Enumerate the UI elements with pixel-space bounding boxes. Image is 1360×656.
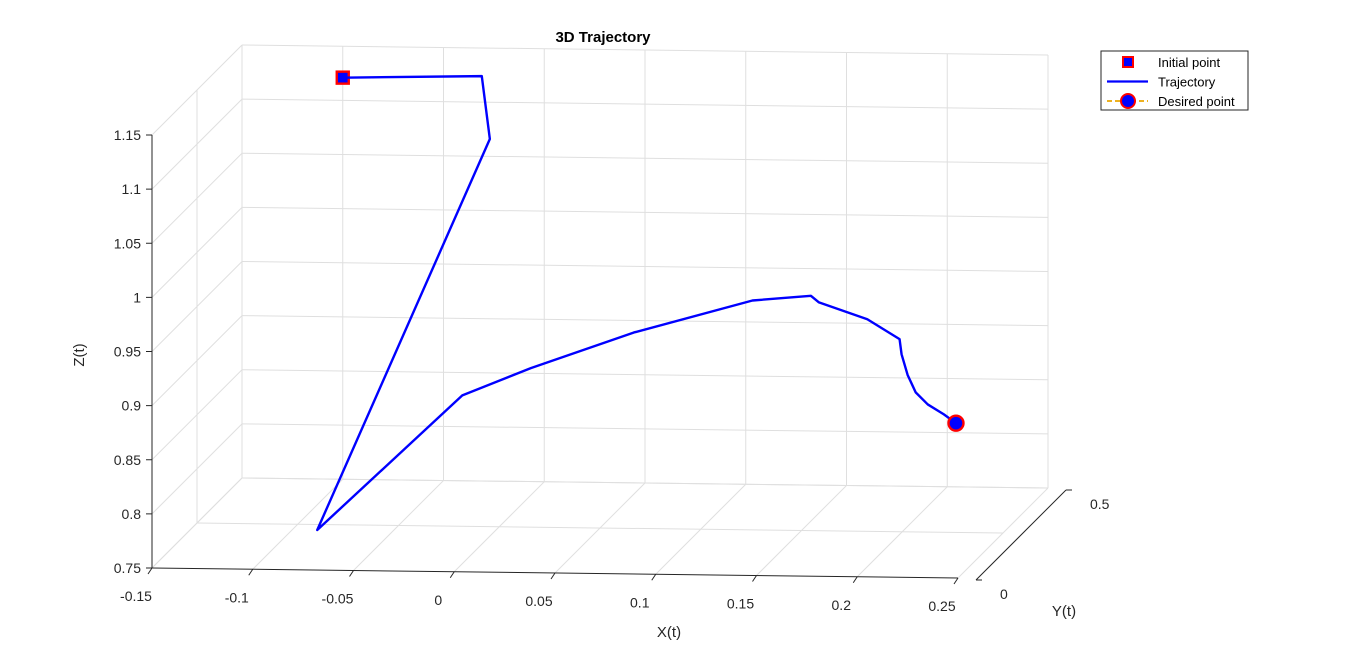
x-tick-mark	[449, 571, 455, 579]
grid-line	[241, 98, 1049, 110]
legend[interactable]: Initial point Trajectory Desired point	[1100, 50, 1249, 111]
x-tick-mark	[852, 576, 858, 584]
x-tick-mark	[550, 572, 556, 580]
z-tick-label: 0.95	[114, 344, 141, 360]
x-tick-mark	[248, 568, 254, 576]
x-tick-label: 0.1	[630, 594, 650, 610]
trajectory-line	[316, 74, 957, 532]
y-tick-label: 0.5	[1090, 496, 1110, 512]
grid-line	[241, 423, 1049, 435]
x-tick-mark	[953, 577, 959, 585]
legend-entry-label: Trajectory	[1158, 75, 1216, 90]
legend-entry-label: Initial point	[1158, 55, 1221, 70]
y-axis-label: Y(t)	[1052, 603, 1076, 620]
x-tick-mark	[349, 570, 354, 577]
x-tick-mark	[752, 575, 757, 582]
x-tick-mark	[651, 573, 657, 581]
z-tick-label: 1	[133, 289, 141, 305]
grid-line	[241, 261, 1049, 272]
x-tick-label: 0.15	[727, 596, 754, 612]
x-tick-label: 0.25	[928, 598, 955, 614]
z-axis-label: Z(t)	[71, 343, 88, 366]
tick-label-layer: -0.15 -0.1 -0.05 0 0.05 0.1 0.15 0.2 0.25 0.75 0.8…	[114, 127, 1110, 614]
x-tick-label: -0.05	[322, 591, 354, 607]
y-axis-line	[975, 489, 1067, 581]
legend-initial-point-swatch	[1122, 56, 1134, 68]
grid-line	[241, 44, 1049, 56]
y-tick-label: 0	[1000, 586, 1008, 602]
x-tick-label: -0.1	[225, 589, 249, 605]
grid-line	[241, 152, 1049, 164]
desired-point-marker	[947, 414, 965, 432]
grid-layer	[151, 44, 1049, 579]
axes-layer	[146, 134, 1072, 585]
grid-line	[241, 206, 1049, 218]
grid-line	[241, 369, 1049, 381]
z-tick-label: 0.75	[114, 560, 141, 576]
z-tick-label: 0.9	[122, 398, 142, 414]
z-tick-label: 0.85	[114, 452, 141, 468]
z-tick-label: 1.05	[114, 235, 141, 251]
grid-line	[196, 522, 1004, 534]
legend-entry-label: Desired point	[1158, 94, 1235, 109]
legend-desired-point-swatch	[1120, 93, 1136, 109]
x-tick-label: 0	[434, 592, 442, 608]
x-axis-label: X(t)	[657, 624, 681, 641]
x-tick-mark	[147, 567, 153, 575]
grid-line	[241, 315, 1049, 327]
z-tick-label: 1.1	[122, 181, 142, 197]
z-tick-label: 1.15	[114, 127, 141, 143]
grid-line	[241, 477, 1049, 489]
x-tick-label: -0.15	[120, 588, 152, 604]
series-layer	[316, 70, 965, 532]
z-tick-label: 0.8	[122, 506, 142, 522]
x-tick-label: 0.2	[832, 597, 852, 613]
chart-title: 3D Trajectory	[555, 29, 651, 46]
x-tick-label: 0.05	[525, 593, 552, 609]
